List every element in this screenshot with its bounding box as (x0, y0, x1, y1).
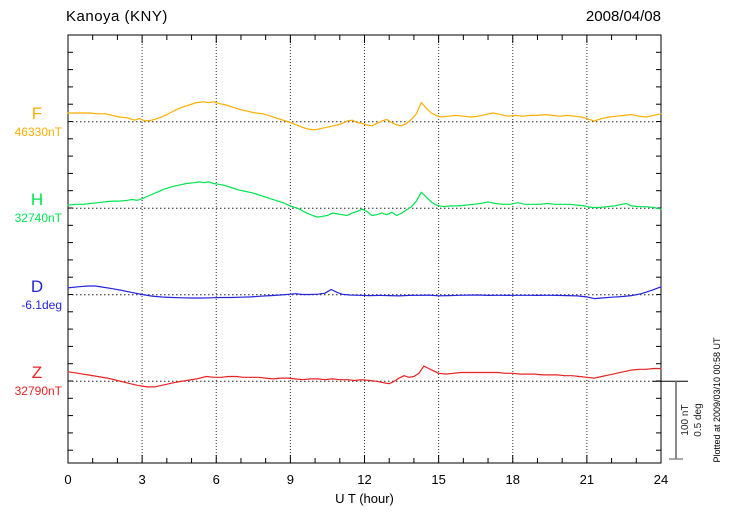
plotted-timestamp: Plotted at 2009/03/10 00:58 UT (712, 337, 722, 463)
x-tick-label: 9 (287, 472, 294, 487)
x-tick-label: 18 (506, 472, 520, 487)
channel-letter-H: H (30, 190, 44, 210)
plot-date: 2008/04/08 (585, 8, 661, 25)
channel-reference-Z: 32790nT (14, 384, 62, 399)
x-tick-label: 0 (64, 472, 71, 487)
x-axis-label: U T (hour) (335, 491, 394, 506)
x-tick-label: 3 (139, 472, 146, 487)
x-tick-label: 24 (654, 472, 668, 487)
channel-letter-Z: Z (31, 363, 43, 383)
channel-letter-D: D (30, 276, 44, 296)
channel-letter-F: F (31, 103, 43, 123)
scale-bar-deg-label: 0.5 deg (693, 403, 704, 437)
x-tick-label: 15 (431, 472, 445, 487)
x-tick-label: 12 (357, 472, 371, 487)
channel-reference-D: -6.1deg (21, 297, 62, 312)
x-tick-label: 21 (580, 472, 594, 487)
trace-H (67, 181, 662, 218)
page-title: Kanoya (KNY) (66, 8, 168, 25)
channel-reference-H: 32740nT (14, 211, 62, 226)
scale-bar-label: 100 nT 0.5 deg (679, 403, 705, 436)
plot-frame (67, 34, 662, 464)
trace-F (67, 101, 662, 131)
x-tick-label: 6 (213, 472, 220, 487)
scale-bar-nt-label: 100 nT (680, 404, 691, 436)
trace-Z (67, 365, 662, 388)
trace-D (67, 285, 662, 300)
channel-reference-F: 46330nT (14, 124, 62, 139)
